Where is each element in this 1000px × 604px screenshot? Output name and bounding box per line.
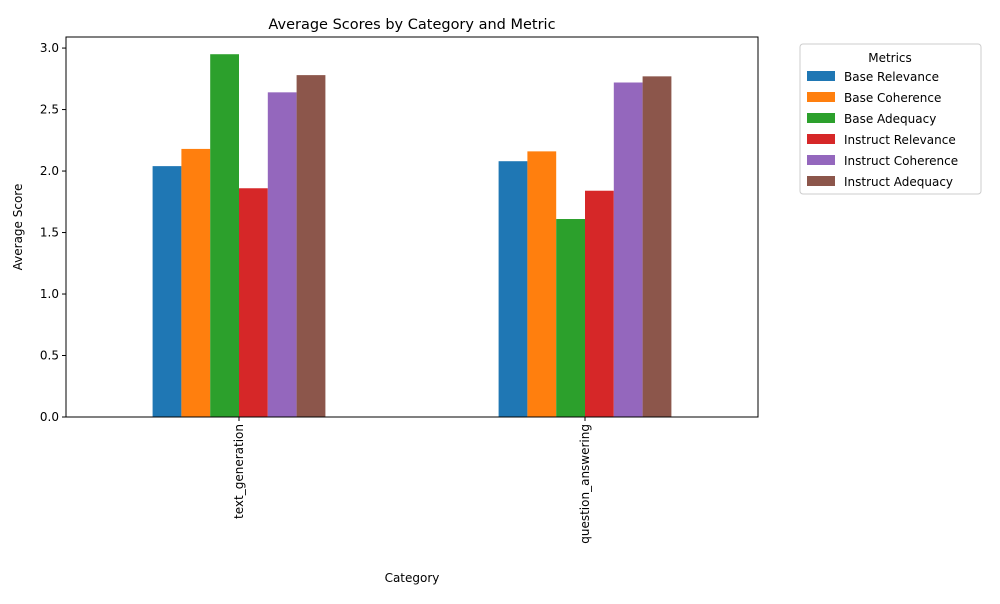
y-tick-label: 2.0 — [40, 164, 59, 178]
y-tick-label: 0.0 — [40, 410, 59, 424]
legend-item-label: Base Coherence — [844, 91, 941, 105]
legend-item-label: Instruct Relevance — [844, 133, 956, 147]
bar-base-relevance-question-answering — [498, 161, 528, 417]
legend-title: Metrics — [868, 51, 912, 65]
x-tick-label: text_generation — [232, 424, 246, 519]
legend-frame — [799, 43, 982, 195]
plot-frame — [65, 36, 759, 418]
bar-base-coherence-text-generation — [181, 148, 211, 417]
bar-base-coherence-question-answering — [527, 151, 557, 417]
bar-instruct-relevance-text-generation — [239, 188, 268, 417]
x-tick-label: question_answering — [578, 424, 592, 544]
legend-item-label: Base Relevance — [844, 70, 939, 84]
legend-swatch — [807, 71, 835, 81]
y-tick-label: 1.5 — [40, 226, 59, 240]
legend-swatch — [807, 134, 835, 144]
legend-item-label: Instruct Adequacy — [844, 175, 953, 189]
legend-swatch — [807, 155, 835, 165]
legend-swatch — [807, 92, 835, 102]
bar-instruct-adequacy-question-answering — [642, 76, 672, 417]
legend-item-label: Base Adequacy — [844, 112, 936, 126]
bar-instruct-relevance-question-answering — [585, 190, 614, 417]
y-axis-label: Average Score — [11, 184, 25, 271]
legend-swatch — [807, 176, 835, 186]
y-tick-label: 1.0 — [40, 287, 59, 301]
legend-item-label: Instruct Coherence — [844, 154, 958, 168]
y-tick-label: 3.0 — [40, 41, 59, 55]
bar-base-adequacy-question-answering — [556, 219, 585, 417]
y-tick-label: 0.5 — [40, 349, 59, 363]
axes-layer: 0.0 0.5 1.0 1.5 2.0 2.5 3.0 text_generation ques… — [40, 41, 592, 544]
bar-base-relevance-text-generation — [152, 166, 182, 417]
chart-title: Average Scores by Category and Metric — [268, 17, 555, 33]
legend-items: Base Relevance Base Coherence Base Adequac… — [807, 70, 958, 189]
legend-swatch — [807, 113, 835, 123]
bar-instruct-coherence-question-answering — [613, 82, 643, 417]
x-axis-label: Category — [385, 571, 440, 585]
bar-instruct-adequacy-text-generation — [296, 75, 326, 418]
y-tick-label: 2.5 — [40, 103, 59, 117]
bar-base-adequacy-text-generation — [210, 54, 239, 417]
bar-instruct-coherence-text-generation — [267, 92, 297, 417]
bars-layer — [152, 54, 672, 418]
